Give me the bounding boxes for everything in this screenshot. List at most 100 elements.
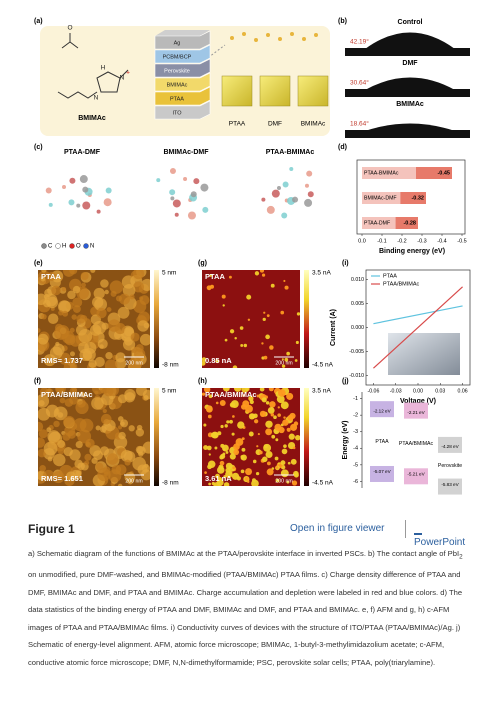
texture-grain <box>240 344 244 347</box>
atom-blob <box>174 212 179 217</box>
atom-blob <box>271 189 280 198</box>
texture-grain <box>43 469 55 481</box>
texture-grain <box>271 434 276 439</box>
texture-grain <box>84 460 90 466</box>
droplet <box>365 123 455 131</box>
colorbar-max: 5 nm <box>162 388 176 395</box>
texture-grain <box>136 388 147 396</box>
colorbar <box>154 270 159 368</box>
texture-grain <box>47 272 57 281</box>
texture-grain <box>91 457 98 464</box>
atom-blob <box>190 191 197 198</box>
texture-grain <box>260 414 264 417</box>
texture-grain <box>241 447 246 452</box>
colorbar <box>304 388 309 486</box>
texture-grain <box>202 357 207 362</box>
colorbar-min: -4.5 nA <box>312 480 334 487</box>
texture-grain <box>221 294 226 299</box>
texture-grain <box>39 388 49 397</box>
texture-grain <box>247 318 251 321</box>
layer-label: Perovskite <box>164 68 190 74</box>
texture-grain <box>231 472 240 480</box>
panel-label: (c) <box>34 144 43 151</box>
substrate <box>345 48 470 56</box>
panel-label: (d) <box>338 144 347 151</box>
powerpoint-link[interactable]: PowerPoint <box>414 523 473 548</box>
texture-grain <box>254 271 260 276</box>
lumo-label: -4.28 eV <box>441 444 459 449</box>
texture-grain <box>215 473 220 479</box>
texture-grain <box>58 310 64 316</box>
texture-grain <box>248 431 254 437</box>
texture-grain <box>247 480 250 483</box>
texture-grain <box>261 397 267 403</box>
texture-grain <box>62 310 69 317</box>
x-tick-label: 0.0 <box>358 238 366 244</box>
bar-highlight <box>362 167 416 179</box>
atom-blob <box>170 196 175 201</box>
texture-grain <box>287 461 291 465</box>
x-tick-label: -0.03 <box>390 388 402 394</box>
layer-label: ITO <box>172 110 182 116</box>
figure-viewer-link[interactable]: Open in figure viewer <box>290 523 385 534</box>
texture-grain <box>118 431 126 440</box>
texture-grain <box>52 343 65 356</box>
texture-grain <box>59 397 66 404</box>
homo-label: -5.21 eV <box>407 472 425 477</box>
texture-grain <box>224 338 228 342</box>
structure-label: O <box>67 25 72 32</box>
texture-grain <box>283 416 286 419</box>
lumo-label: -2.12 eV <box>373 408 391 413</box>
texture-grain <box>234 337 237 340</box>
image-name: PTAA/BMIMAc <box>205 390 257 399</box>
texture-grain <box>215 359 220 364</box>
texture-grain <box>41 313 47 320</box>
atom-blob <box>103 198 112 207</box>
texture-grain <box>263 311 266 314</box>
x-tick-label: 0.00 <box>413 388 423 394</box>
texture-grain <box>255 471 260 476</box>
figure-title: Figure 1 <box>28 522 75 536</box>
panel-label: (a) <box>34 18 43 25</box>
texture-grain <box>259 410 267 418</box>
image-note: 0.85 nA <box>205 356 232 365</box>
substrate <box>345 89 470 97</box>
colorbar-min: -8 nm <box>162 362 179 369</box>
device-layer <box>154 86 211 106</box>
texture-grain <box>280 401 289 410</box>
atom-blob <box>187 211 196 220</box>
atom-blob <box>48 202 53 207</box>
texture-grain <box>240 469 245 474</box>
texture-grain <box>252 459 257 464</box>
texture-grain <box>129 294 135 300</box>
caption-subscript: 2 <box>459 553 463 561</box>
texture-grain <box>229 453 236 460</box>
image-note: RMS= 1.737 <box>41 356 83 365</box>
texture-grain <box>217 476 223 482</box>
structure-label: H <box>101 65 106 72</box>
lumo-label: -2.21 eV <box>407 410 425 415</box>
texture-grain <box>135 344 144 353</box>
texture-grain <box>275 438 279 442</box>
texture-grain <box>207 460 216 469</box>
film-sample <box>221 75 253 107</box>
texture-grain <box>220 424 224 429</box>
texture-grain <box>268 388 274 392</box>
figure-header: Figure 1 Open in figure viewer PowerPoin… <box>28 520 473 548</box>
scan-image <box>38 388 150 486</box>
sample-name: BMIMAc <box>396 101 424 108</box>
device-layer <box>154 44 211 64</box>
y-tick-label: -0.005 <box>349 349 364 355</box>
texture-grain <box>202 392 206 396</box>
x-tick-label: -0.3 <box>417 238 426 244</box>
texture-grain <box>277 406 280 409</box>
texture-grain <box>286 392 294 400</box>
imidazolium-ring <box>96 71 121 93</box>
atom-blob <box>82 201 91 210</box>
atom-legend-marker <box>55 243 61 249</box>
atom-blob <box>289 167 294 172</box>
texture-grain <box>122 284 136 297</box>
texture-grain <box>291 480 298 486</box>
texture-grain <box>38 448 47 458</box>
texture-grain <box>210 432 217 438</box>
